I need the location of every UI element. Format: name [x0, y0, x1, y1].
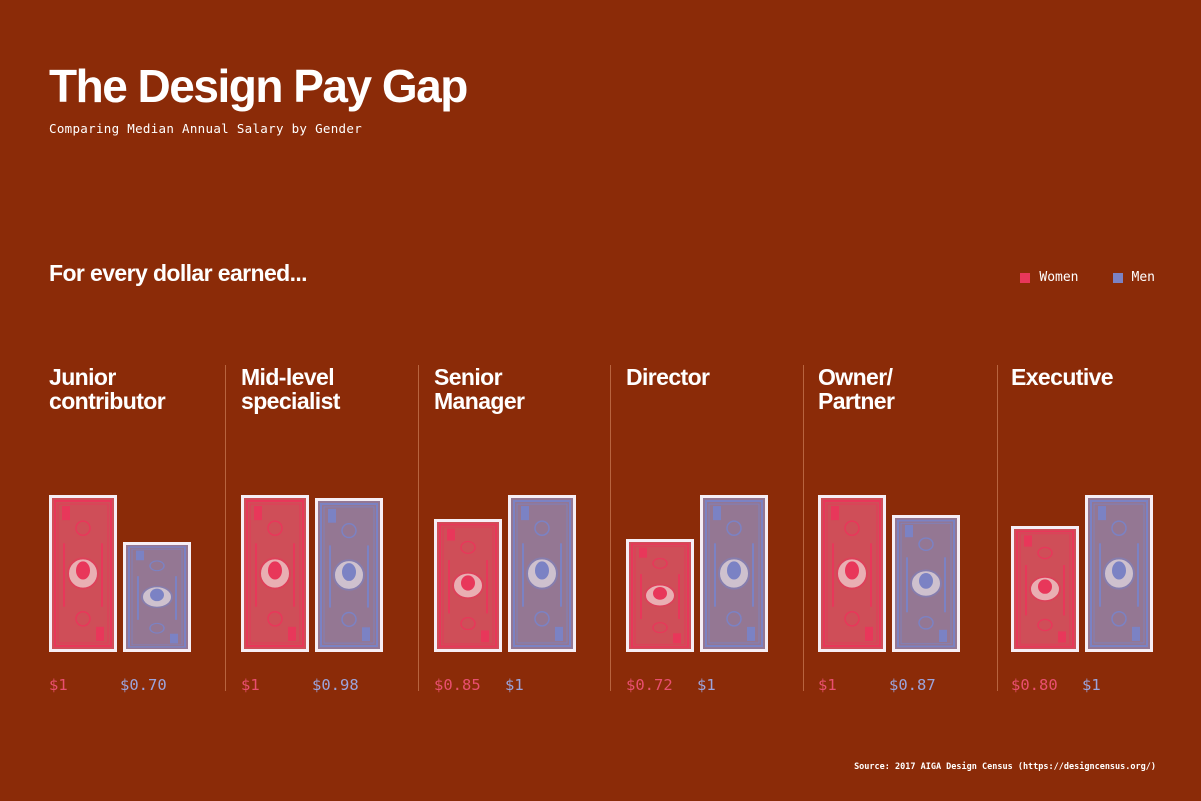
legend-item-women: Women	[1020, 270, 1079, 285]
bar-women	[626, 539, 694, 652]
group-divider	[225, 365, 226, 691]
bar-women	[49, 495, 117, 652]
category-label: Senior Manager	[434, 364, 525, 414]
value-label-men: $0.87	[889, 676, 936, 694]
category-group: Executive $0.80 $1	[1011, 365, 1161, 695]
category-group: Director $0.72 $1	[626, 365, 776, 695]
value-label-women: $0.72	[626, 676, 673, 694]
value-label-women: $0.80	[1011, 676, 1058, 694]
bar-women	[434, 519, 502, 652]
bar-women	[241, 495, 309, 652]
category-group: Junior contributor $1 $0.70	[49, 365, 199, 695]
legend-swatch-men	[1112, 272, 1123, 283]
bar-men	[700, 495, 768, 652]
bar-men	[315, 498, 383, 652]
bar-women	[1011, 526, 1079, 652]
legend-label-men: Men	[1131, 270, 1155, 285]
group-divider	[997, 365, 998, 691]
category-label: Mid-level specialist	[241, 364, 340, 414]
bar-men	[1085, 495, 1153, 652]
value-label-women: $1	[49, 676, 68, 694]
value-label-men: $0.98	[312, 676, 359, 694]
category-group: Owner/ Partner $1 $0.87	[818, 365, 968, 695]
group-divider	[610, 365, 611, 691]
category-group: Senior Manager $0.85 $1	[434, 365, 584, 695]
group-divider	[418, 365, 419, 691]
legend-item-men: Men	[1112, 270, 1155, 285]
value-label-men: $1	[505, 676, 524, 694]
legend: Women Men	[1020, 270, 1155, 285]
intro-text: For every dollar earned...	[49, 260, 308, 286]
bar-men	[892, 515, 960, 652]
value-label-men: $1	[697, 676, 716, 694]
chart-subtitle: Comparing Median Annual Salary by Gender	[49, 121, 363, 136]
category-group: Mid-level specialist $1 $0.98	[241, 365, 391, 695]
source-note: Source: 2017 AIGA Design Census (https:/…	[854, 762, 1156, 772]
value-label-women: $1	[818, 676, 837, 694]
value-label-men: $1	[1082, 676, 1101, 694]
legend-swatch-women	[1020, 272, 1031, 283]
bar-women	[818, 495, 886, 652]
legend-label-women: Women	[1039, 270, 1079, 285]
category-label: Director	[626, 364, 710, 390]
group-divider	[803, 365, 804, 691]
value-label-women: $0.85	[434, 676, 481, 694]
value-label-men: $0.70	[120, 676, 167, 694]
value-label-women: $1	[241, 676, 260, 694]
category-label: Junior contributor	[49, 364, 166, 414]
category-label: Executive	[1011, 364, 1114, 390]
bar-men	[508, 495, 576, 652]
chart-title: The Design Pay Gap	[49, 60, 468, 112]
category-label: Owner/ Partner	[818, 364, 895, 414]
bar-men	[123, 542, 191, 652]
